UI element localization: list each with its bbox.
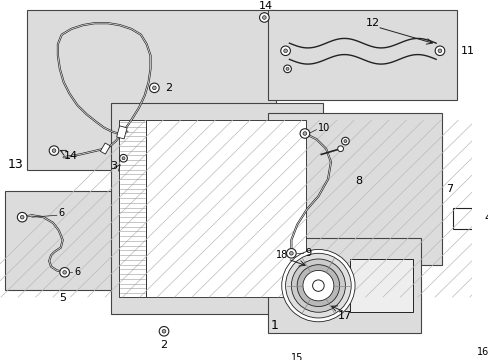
Bar xyxy=(349,259,412,312)
Text: 9: 9 xyxy=(304,248,310,258)
Circle shape xyxy=(152,86,156,90)
Circle shape xyxy=(297,265,339,307)
Bar xyxy=(5,190,121,291)
Circle shape xyxy=(281,249,354,322)
Circle shape xyxy=(470,349,476,355)
Circle shape xyxy=(285,253,350,318)
Circle shape xyxy=(149,83,159,93)
Bar xyxy=(452,208,480,229)
Circle shape xyxy=(262,16,265,19)
Bar xyxy=(111,103,323,314)
Bar xyxy=(117,126,127,139)
Circle shape xyxy=(159,327,168,336)
Circle shape xyxy=(303,270,333,301)
Circle shape xyxy=(52,149,56,152)
Bar xyxy=(100,143,110,154)
Circle shape xyxy=(20,215,24,219)
Circle shape xyxy=(343,140,346,143)
Text: 15: 15 xyxy=(290,353,303,360)
Circle shape xyxy=(60,267,69,277)
Text: 13: 13 xyxy=(8,158,23,171)
Text: 6: 6 xyxy=(58,208,64,219)
Text: 12: 12 xyxy=(365,18,379,28)
Bar xyxy=(145,120,305,297)
Circle shape xyxy=(291,259,345,312)
Bar xyxy=(27,10,275,170)
Circle shape xyxy=(430,348,438,356)
Circle shape xyxy=(285,67,288,70)
Circle shape xyxy=(300,129,309,138)
Text: 1: 1 xyxy=(270,319,278,332)
Text: 5: 5 xyxy=(59,293,66,303)
Circle shape xyxy=(286,248,296,258)
Text: 14: 14 xyxy=(259,1,273,11)
Text: 17: 17 xyxy=(337,311,351,321)
Circle shape xyxy=(289,252,293,255)
Circle shape xyxy=(62,270,66,274)
Circle shape xyxy=(122,157,125,160)
Text: 14: 14 xyxy=(63,151,78,161)
Circle shape xyxy=(283,344,291,351)
Text: 10: 10 xyxy=(318,123,330,133)
Circle shape xyxy=(280,46,290,55)
Circle shape xyxy=(283,65,291,73)
Text: 4: 4 xyxy=(483,213,488,223)
Circle shape xyxy=(259,13,268,22)
Circle shape xyxy=(18,212,27,222)
Text: 8: 8 xyxy=(354,176,362,186)
Bar xyxy=(268,113,441,265)
Circle shape xyxy=(434,46,444,55)
Text: 2: 2 xyxy=(160,339,167,350)
Bar xyxy=(268,10,456,100)
Text: 7: 7 xyxy=(445,184,452,194)
Circle shape xyxy=(303,132,306,135)
Circle shape xyxy=(285,346,288,349)
Circle shape xyxy=(433,351,436,354)
Text: 18: 18 xyxy=(275,250,287,260)
Text: 11: 11 xyxy=(460,46,474,56)
Circle shape xyxy=(472,351,474,353)
Circle shape xyxy=(162,329,165,333)
Text: 3: 3 xyxy=(109,161,117,171)
Text: 2: 2 xyxy=(164,83,172,93)
Text: 6: 6 xyxy=(74,267,80,277)
Circle shape xyxy=(437,49,441,53)
Circle shape xyxy=(120,154,127,162)
Circle shape xyxy=(341,137,348,145)
Bar xyxy=(119,120,145,297)
Bar xyxy=(268,238,420,333)
Circle shape xyxy=(283,49,287,53)
Text: 16: 16 xyxy=(476,347,488,357)
Circle shape xyxy=(337,146,343,152)
Circle shape xyxy=(49,146,59,156)
Circle shape xyxy=(312,280,324,291)
